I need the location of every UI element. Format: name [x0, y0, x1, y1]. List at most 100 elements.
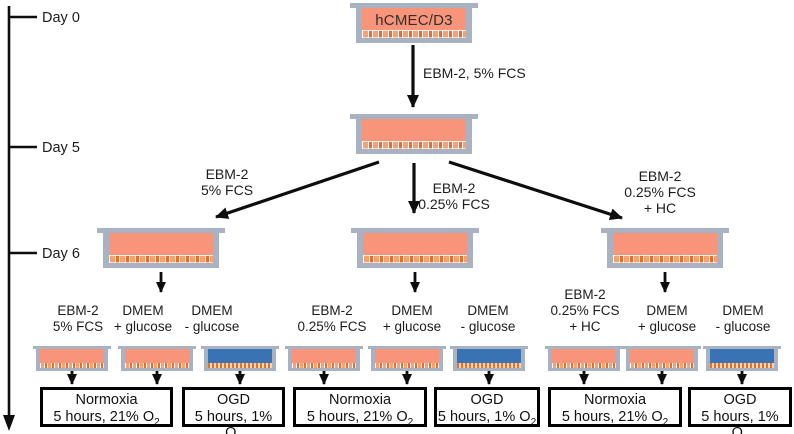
- well-rim: [351, 228, 479, 233]
- well-rim: [285, 346, 363, 349]
- outcome-title: OGD: [470, 392, 504, 408]
- cell-monolayer: [125, 363, 189, 368]
- conditions-text: 5 hours, 21% O: [306, 408, 408, 425]
- well-rim: [601, 228, 729, 233]
- well-rim: [33, 346, 111, 349]
- outcome-box-b3-ogd: OGD 5 hours, 1% O2: [688, 387, 792, 434]
- label-line: 5% FCS: [200, 182, 254, 198]
- outcome-title: Normoxia: [328, 392, 392, 408]
- treatment-well-b3-2: [623, 346, 701, 371]
- o2-subscript: 2: [743, 433, 749, 434]
- well-body: [357, 233, 473, 268]
- label-line: EBM-2: [564, 287, 606, 302]
- label-line: - glucose: [715, 319, 771, 334]
- label-line: + glucose: [637, 319, 697, 334]
- label-line: 5% FCS: [52, 319, 104, 334]
- label-line: 0.25% FCS: [297, 319, 367, 334]
- label-line: DMEM: [722, 303, 764, 318]
- label-line: DMEM: [391, 303, 433, 318]
- media-label-b2-dmem-minus: DMEM - glucose: [448, 303, 528, 335]
- label-line: + HC: [643, 200, 677, 216]
- cell-monolayer: [613, 255, 717, 263]
- treatment-well-b2-2: [368, 346, 446, 371]
- media-label-b3-dmem-plus: DMEM + glucose: [627, 303, 707, 335]
- well-rim: [623, 346, 701, 349]
- culture-well-day5: [350, 114, 478, 154]
- split-medium-label-branch1: EBM-2 5% FCS: [187, 166, 267, 198]
- outcome-title: Normoxia: [75, 392, 138, 408]
- o2-subscript: 2: [154, 416, 160, 428]
- outcome-title: OGD: [723, 392, 757, 408]
- label-line: + glucose: [113, 319, 173, 334]
- label-line: 0.25% FCS: [418, 196, 490, 212]
- well-rim: [450, 346, 528, 349]
- conditions-text: 5 hours, 21% O: [53, 408, 155, 425]
- arrow-split-left: [215, 160, 380, 219]
- cell-monolayer: [552, 363, 616, 368]
- split-medium-label-branch3: EBM-2 0.25% FCS + HC: [610, 168, 710, 216]
- cell-monolayer: [457, 363, 521, 368]
- label-line: DMEM: [122, 303, 164, 318]
- well-rim: [368, 346, 446, 349]
- timeline-label-day6: Day 6: [42, 246, 80, 262]
- treatment-well-b2-1: [285, 346, 363, 371]
- label-line: DMEM: [646, 303, 688, 318]
- label-line: DMEM: [191, 303, 233, 318]
- o2-subscript: 2: [236, 433, 242, 434]
- well-body: [36, 349, 108, 371]
- well-body: [607, 233, 723, 268]
- outcome-conditions: 5 hours, 21% O2: [551, 409, 679, 431]
- well-body: [103, 233, 219, 268]
- treatment-well-b3-1: [545, 346, 623, 371]
- cell-monolayer: [630, 363, 694, 368]
- o2-subscript: 2: [407, 416, 414, 428]
- arrow-split-right: [448, 160, 623, 221]
- outcome-conditions: 5 hours, 21% O2: [296, 409, 424, 431]
- cell-monolayer: [362, 141, 466, 149]
- timeline-label-day5: Day 5: [42, 140, 80, 156]
- cell-monolayer: [710, 363, 774, 368]
- o2-subscript: 2: [662, 416, 669, 428]
- well-rim: [201, 346, 279, 349]
- passage-medium-label: EBM-2, 5% FCS: [423, 65, 526, 81]
- outcome-box-b2-ogd: OGD 5 hours, 1% O2: [434, 387, 540, 427]
- well-rim: [118, 346, 196, 349]
- media-label-b3-dmem-minus: DMEM - glucose: [703, 303, 783, 335]
- well-rim: [545, 346, 623, 349]
- treatment-well-b1-1: [33, 346, 111, 371]
- label-line: EBM-2: [432, 180, 476, 196]
- outcome-conditions: 5 hours, 21% O2: [43, 409, 170, 431]
- cell-line-label: hCMEC/D3: [375, 12, 453, 29]
- media-label-b2-ebm2: EBM-2 0.25% FCS: [287, 303, 377, 335]
- outcome-conditions: 5 hours, 1% O2: [437, 409, 537, 431]
- label-line: EBM-2: [205, 166, 249, 182]
- outcome-box-b1-ogd: OGD 5 hours, 1% O2: [182, 387, 285, 434]
- well-body: [356, 8, 472, 43]
- timeline-label-day0: Day 0: [42, 10, 80, 26]
- culture-well-day0: hCMEC/D3: [350, 3, 478, 43]
- outcome-conditions: 5 hours, 1% O2: [185, 409, 282, 434]
- outcome-box-b3-normoxia: Normoxia 5 hours, 21% O2: [548, 387, 682, 427]
- well-body: [121, 349, 193, 371]
- culture-well-day6-branch2: [351, 228, 479, 268]
- well-body: [204, 349, 276, 371]
- cell-monolayer: [40, 363, 104, 368]
- split-medium-label-branch2: EBM-2 0.25% FCS: [409, 180, 499, 212]
- cell-monolayer: [292, 363, 356, 368]
- cell-monolayer: [109, 255, 213, 263]
- label-line: EBM-2: [311, 303, 353, 318]
- well-rim: [350, 3, 478, 8]
- media-label-b2-dmem-plus: DMEM + glucose: [372, 303, 452, 335]
- conditions-text: 5 hours, 1% O: [701, 408, 779, 434]
- well-rim: [350, 114, 478, 119]
- label-line: 0.25% FCS: [624, 184, 696, 200]
- culture-well-day6-branch3: [601, 228, 729, 268]
- outcome-box-b2-normoxia: Normoxia 5 hours, 21% O2: [293, 387, 427, 427]
- well-body: [548, 349, 620, 371]
- well-rim: [97, 228, 225, 233]
- label-line: EBM-2: [57, 303, 99, 318]
- conditions-text: 5 hours, 21% O: [561, 408, 663, 425]
- conditions-text: 5 hours, 1% O: [437, 408, 531, 425]
